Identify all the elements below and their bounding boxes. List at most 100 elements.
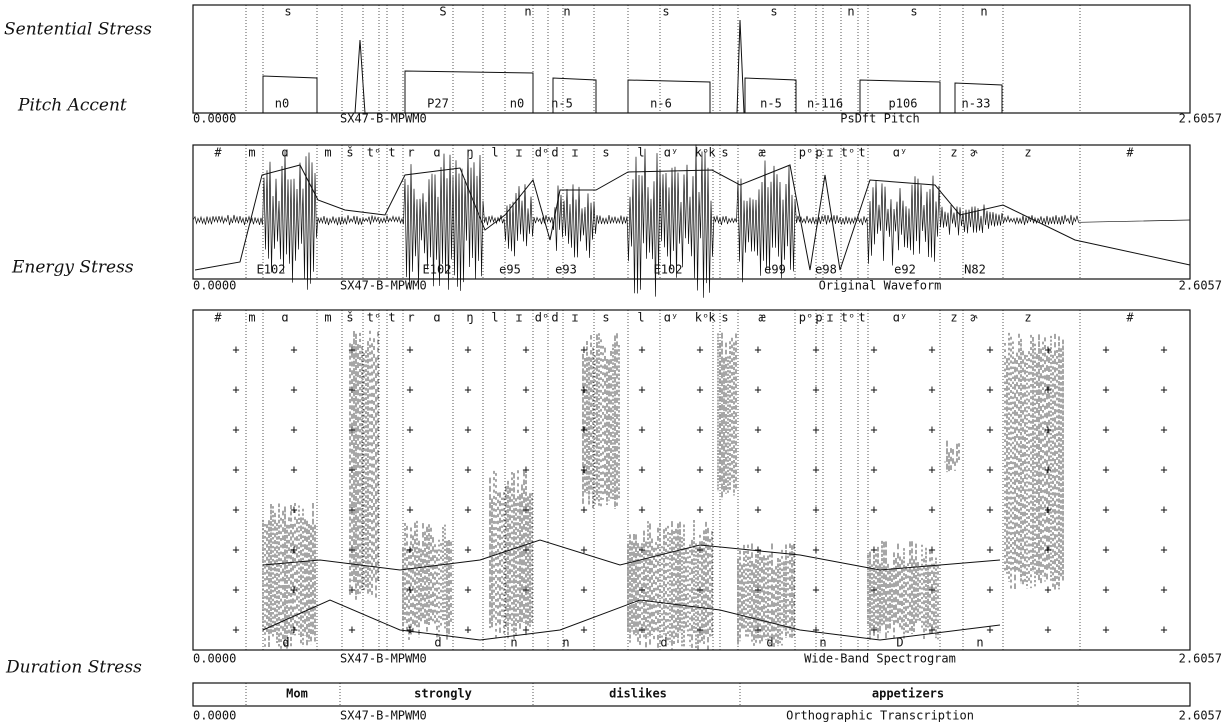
grid-plus: + bbox=[348, 463, 355, 477]
grid-plus: + bbox=[696, 463, 703, 477]
grid-plus: + bbox=[754, 463, 761, 477]
top-label: ɑ bbox=[433, 146, 440, 160]
grid-plus: + bbox=[870, 343, 877, 357]
top-label: dᵒ bbox=[535, 146, 549, 160]
top-label: s bbox=[721, 311, 728, 325]
top-label: t bbox=[388, 146, 395, 160]
grid-plus: + bbox=[522, 343, 529, 357]
top-label: æ bbox=[758, 311, 766, 325]
grid-plus: + bbox=[232, 503, 239, 517]
top-label: n bbox=[980, 5, 987, 19]
grid-plus: + bbox=[638, 623, 645, 637]
grid-plus: + bbox=[464, 623, 471, 637]
grid-plus: + bbox=[348, 383, 355, 397]
grid-plus: + bbox=[754, 543, 761, 557]
top-label: Mom bbox=[286, 687, 308, 701]
grid-plus: + bbox=[928, 623, 935, 637]
formant bbox=[263, 540, 1000, 570]
grid-plus: + bbox=[232, 583, 239, 597]
grid-plus: + bbox=[696, 503, 703, 517]
grid-plus: + bbox=[580, 623, 587, 637]
top-label: æ bbox=[758, 146, 766, 160]
grid-plus: + bbox=[522, 423, 529, 437]
grid-plus: + bbox=[232, 623, 239, 637]
grid-plus: + bbox=[928, 463, 935, 477]
top-label: s bbox=[602, 311, 609, 325]
grid-plus: + bbox=[986, 503, 993, 517]
grid-plus: + bbox=[812, 623, 819, 637]
top-label: k bbox=[708, 311, 716, 325]
bottom-label: n0 bbox=[275, 97, 289, 111]
grid-plus: + bbox=[870, 623, 877, 637]
grid-plus: + bbox=[754, 423, 761, 437]
top-label: l bbox=[637, 146, 644, 160]
grid-plus: + bbox=[638, 463, 645, 477]
top-label: s bbox=[770, 5, 777, 19]
grid-plus: + bbox=[522, 623, 529, 637]
grid-plus: + bbox=[464, 343, 471, 357]
top-label: strongly bbox=[414, 687, 472, 701]
grid-plus: + bbox=[696, 543, 703, 557]
top-label: z bbox=[1024, 311, 1031, 325]
file-name: SX47-B-MPWM0 bbox=[340, 652, 427, 666]
grid-plus: + bbox=[812, 343, 819, 357]
bottom-label: e93 bbox=[555, 263, 577, 277]
grid-plus: + bbox=[580, 343, 587, 357]
bottom-label: p106 bbox=[889, 97, 918, 111]
grid-plus: + bbox=[1102, 583, 1109, 597]
top-label: s bbox=[602, 146, 609, 160]
grid-plus: + bbox=[290, 583, 297, 597]
bottom-label: n0 bbox=[510, 97, 524, 111]
top-label: m bbox=[324, 146, 331, 160]
top-label: s bbox=[910, 5, 917, 19]
top-label: n bbox=[563, 5, 570, 19]
grid-plus: + bbox=[986, 543, 993, 557]
grid-plus: + bbox=[986, 463, 993, 477]
grid-plus: + bbox=[348, 343, 355, 357]
grid-plus: + bbox=[928, 503, 935, 517]
top-label: kᵒ bbox=[695, 146, 709, 160]
grid-plus: + bbox=[232, 423, 239, 437]
bottom-label: n bbox=[976, 636, 983, 650]
grid-plus: + bbox=[1044, 503, 1051, 517]
grid-plus: + bbox=[232, 463, 239, 477]
top-label: t bbox=[388, 311, 395, 325]
bottom-label: P27 bbox=[427, 97, 449, 111]
top-label: ɪ bbox=[826, 146, 833, 160]
grid-plus: + bbox=[870, 463, 877, 477]
top-label: z bbox=[950, 146, 957, 160]
grid-plus: + bbox=[290, 343, 297, 357]
grid-plus: + bbox=[290, 503, 297, 517]
top-label: d bbox=[551, 311, 558, 325]
grid-plus: + bbox=[580, 583, 587, 597]
grid-plus: + bbox=[348, 583, 355, 597]
grid-plus: + bbox=[1044, 543, 1051, 557]
grid-plus: + bbox=[638, 343, 645, 357]
grid-plus: + bbox=[406, 623, 413, 637]
grid-plus: + bbox=[464, 503, 471, 517]
start-time: 0.0000 bbox=[193, 709, 236, 723]
grid-plus: + bbox=[754, 383, 761, 397]
top-label: p bbox=[815, 146, 822, 160]
grid-plus: + bbox=[580, 543, 587, 557]
top-label: tᵒ bbox=[841, 146, 855, 160]
start-time: 0.0000 bbox=[193, 279, 236, 293]
grid-plus: + bbox=[522, 383, 529, 397]
grid-plus: + bbox=[232, 383, 239, 397]
bottom-label: e99 bbox=[764, 263, 786, 277]
grid-plus: + bbox=[986, 383, 993, 397]
top-label: ɪ bbox=[515, 311, 522, 325]
top-label: l bbox=[491, 311, 498, 325]
top-label: tᵒ bbox=[367, 146, 381, 160]
grid-plus: + bbox=[812, 423, 819, 437]
top-label: p bbox=[815, 311, 822, 325]
grid-plus: + bbox=[290, 423, 297, 437]
top-label: t bbox=[858, 311, 865, 325]
annotation: Duration Stress bbox=[5, 658, 142, 678]
panel-frame bbox=[193, 5, 1190, 113]
top-label: d bbox=[551, 146, 558, 160]
grid-plus: + bbox=[638, 383, 645, 397]
bottom-label: n-6 bbox=[650, 97, 672, 111]
bottom-label: n bbox=[510, 636, 517, 650]
grid-plus: + bbox=[1102, 503, 1109, 517]
